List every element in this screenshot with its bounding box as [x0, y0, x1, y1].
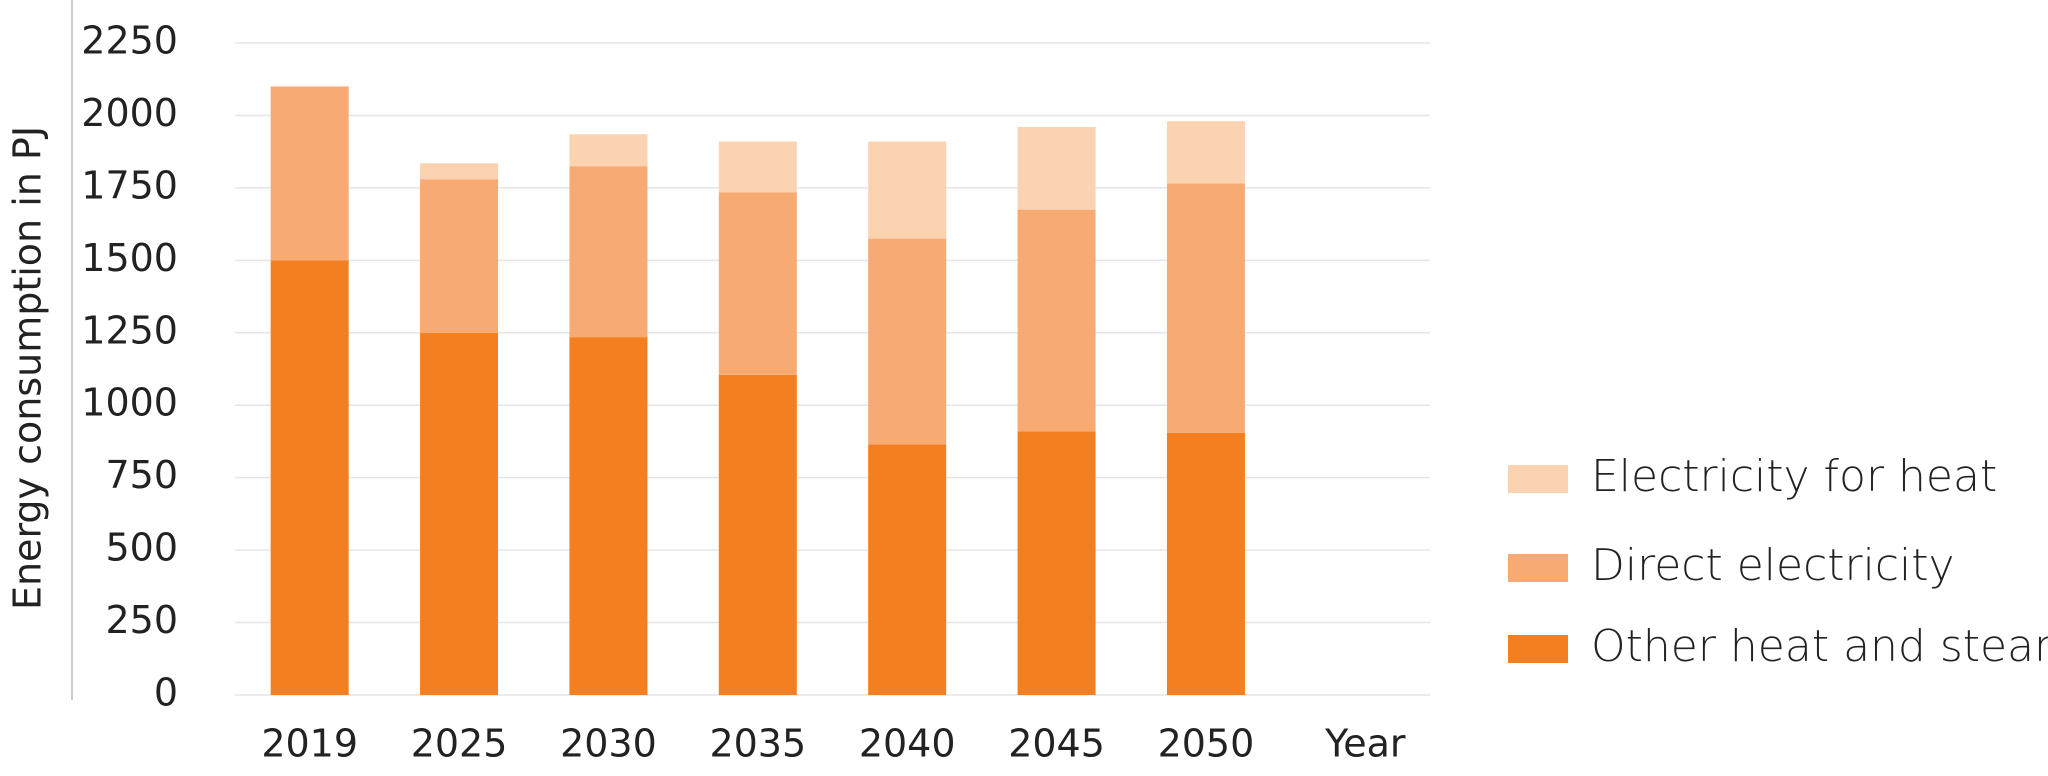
legend-label: Direct electricity — [1591, 540, 1955, 591]
x-axis-title: Year — [1324, 722, 1406, 766]
bar-segment — [1166, 121, 1245, 184]
bar-segment — [420, 332, 499, 695]
bar-segment — [1017, 431, 1096, 695]
bar-segment — [420, 163, 499, 180]
bar-segment — [718, 192, 797, 375]
bar-segment — [420, 179, 499, 333]
legend-label: Electricity for heat — [1591, 451, 1997, 502]
x-tick-label: 2019 — [261, 722, 358, 766]
x-tick-label: 2040 — [859, 722, 956, 766]
y-axis-title: Energy consumption in PJ — [6, 126, 50, 610]
legend-swatch — [1508, 635, 1568, 663]
legend-swatch — [1508, 554, 1568, 582]
y-tick-label: 1250 — [81, 308, 178, 352]
bar-segment — [270, 260, 349, 695]
y-tick-label: 1000 — [81, 381, 178, 425]
y-tick-label: 2250 — [81, 19, 178, 63]
bar-segment — [1166, 183, 1245, 433]
y-tick-label: 1750 — [81, 163, 178, 207]
x-tick-label: 2045 — [1008, 722, 1105, 766]
bar-segment — [569, 337, 648, 695]
bar-segment — [868, 238, 947, 445]
bar-segment — [569, 134, 648, 167]
y-tick-label: 0 — [154, 671, 178, 715]
x-tick-label: 2025 — [411, 722, 508, 766]
x-tick-label: 2050 — [1158, 722, 1255, 766]
bar-segment — [868, 444, 947, 695]
x-tick-label: 2035 — [709, 722, 806, 766]
y-tick-label: 2000 — [81, 91, 178, 135]
y-tick-label: 750 — [105, 453, 178, 497]
legend-label: Other heat and steam — [1591, 621, 2048, 672]
bar-segment — [569, 166, 648, 338]
y-tick-label: 500 — [105, 526, 178, 570]
bar-segment — [718, 141, 797, 193]
legend-swatch — [1508, 465, 1568, 493]
bar-segment — [1017, 127, 1096, 210]
x-tick-label: 2030 — [560, 722, 657, 766]
y-tick-label: 250 — [105, 598, 178, 642]
bar-segment — [1166, 432, 1245, 695]
y-tick-label: 1500 — [81, 236, 178, 280]
bar-segment — [1017, 209, 1096, 432]
bar-segment — [270, 86, 349, 261]
bar-segment — [868, 141, 947, 239]
bar-segment — [718, 374, 797, 695]
